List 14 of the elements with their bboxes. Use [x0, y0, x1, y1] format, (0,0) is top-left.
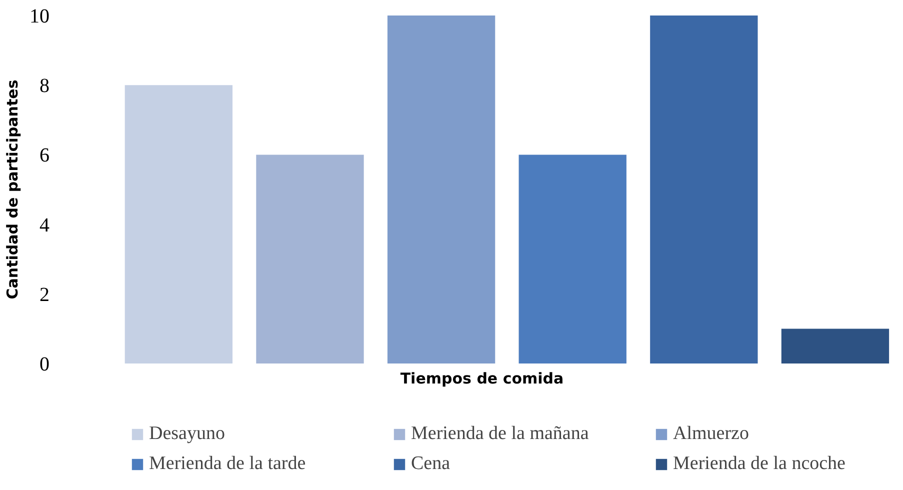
y-tick-label: 2 — [40, 284, 50, 306]
legend-label: Merienda de la mañana — [411, 423, 590, 445]
y-tick-label: 6 — [40, 144, 50, 167]
legend-label: Desayuno — [149, 423, 226, 445]
legend-label: Almuerzo — [673, 423, 750, 445]
y-tick-label: 0 — [40, 354, 50, 376]
y-tick-label: 10 — [30, 6, 50, 28]
y-tick-label: 8 — [40, 75, 50, 98]
legend-label: Merienda de la ncoche — [673, 453, 846, 475]
y-tick-label: 4 — [40, 214, 50, 236]
legend-label: Cena — [411, 453, 452, 475]
y-axis-title: Cantidad de participantes — [4, 80, 22, 300]
legend-label: Merienda de la tarde — [149, 453, 307, 475]
x-axis-title: Tiempos de comida — [400, 370, 564, 388]
